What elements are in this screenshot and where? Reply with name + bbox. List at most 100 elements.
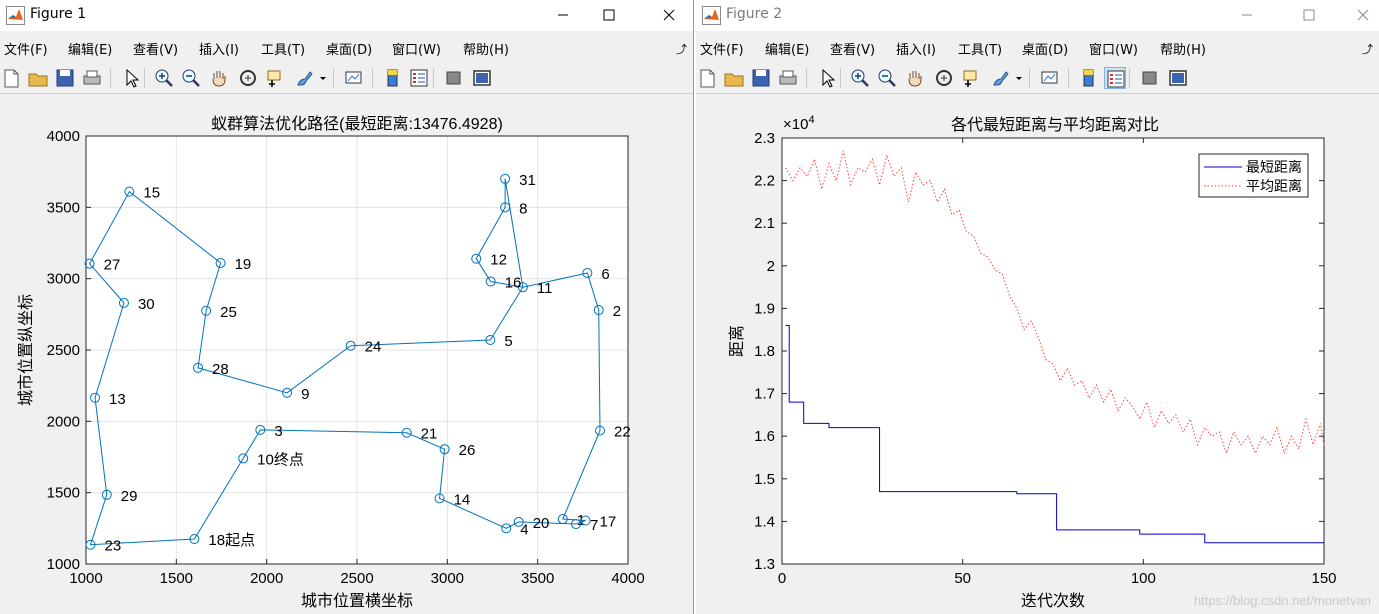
y-exponent-label: ×104 — [783, 114, 815, 133]
y-axis-label: 城市位置纵坐标 — [16, 294, 35, 406]
close-button[interactable] — [646, 0, 692, 31]
city-marker — [401, 427, 412, 438]
rotate-icon — [936, 70, 952, 86]
hide-plot-tools-tool-button[interactable] — [1139, 67, 1161, 89]
colorbar-tool-button[interactable] — [382, 67, 404, 89]
x-tick-label: 3000 — [431, 570, 464, 587]
rotate-tool-button[interactable] — [237, 67, 259, 89]
city-label: 2 — [613, 303, 621, 320]
y-exponent-power: 4 — [808, 114, 814, 126]
minimize-button[interactable] — [540, 0, 586, 31]
new-figure-tool-button[interactable] — [696, 67, 718, 89]
minimize-button[interactable] — [1224, 0, 1270, 31]
menu-tools[interactable]: 工具(T) — [958, 43, 1003, 58]
city-marker — [101, 489, 112, 500]
pan-tool-button[interactable] — [904, 67, 926, 89]
toolbar-separator — [1129, 68, 1130, 88]
toolbar-separator — [333, 68, 334, 88]
zoom-in-tool-button[interactable] — [849, 67, 871, 89]
colorbar-icon — [1083, 69, 1094, 87]
colorbar-tool-button[interactable] — [1078, 67, 1100, 89]
y-tick-label: 2.3 — [754, 130, 775, 147]
brush-dropdown-button[interactable] — [318, 67, 328, 89]
toolbar-separator — [433, 68, 434, 88]
print-tool-button[interactable] — [81, 67, 103, 89]
menu-file[interactable]: 文件(F) — [700, 43, 744, 58]
distance-chart: 0 50 100 150 1.3 1.4 1.5 1.6 1.7 1.8 1.9 2 2.1 2.2 2.3… — [727, 114, 1337, 610]
menu-desktop[interactable]: 桌面(D) — [326, 43, 373, 58]
data-cursor-icon — [963, 70, 977, 87]
menu-insert[interactable]: 插入(I) — [896, 43, 936, 58]
menu-help[interactable]: 帮助(H) — [1160, 43, 1206, 58]
y-tick-label: 1.3 — [754, 556, 775, 573]
axes-box — [781, 137, 1325, 565]
link-plot-tool-button[interactable] — [343, 67, 365, 89]
save-tool-button[interactable] — [750, 67, 772, 89]
menu-edit[interactable]: 编辑(E) — [765, 43, 810, 58]
maximize-button[interactable] — [586, 0, 632, 31]
new-figure-tool-button[interactable] — [0, 67, 22, 89]
y-tick-label: 2.2 — [754, 173, 775, 190]
menu-insert[interactable]: 插入(I) — [199, 43, 239, 58]
y-tick-label: 1.4 — [754, 513, 775, 530]
brush-tool-button[interactable] — [294, 67, 316, 89]
toolbar-separator — [1029, 68, 1030, 88]
open-file-tool-button[interactable] — [27, 67, 49, 89]
city-marker — [557, 514, 568, 525]
hide-plot-tools-tool-button[interactable] — [443, 67, 465, 89]
pan-tool-button[interactable] — [208, 67, 230, 89]
new-figure-icon — [700, 69, 715, 88]
y-tick-label: 1.6 — [754, 428, 775, 445]
toolbar-separator — [110, 68, 111, 88]
show-plot-tools-tool-button[interactable] — [1167, 67, 1189, 89]
menu-window[interactable]: 窗口(W) — [1089, 43, 1138, 58]
pointer-tool-button[interactable] — [120, 67, 142, 89]
save-tool-button[interactable] — [54, 67, 76, 89]
save-icon — [752, 69, 770, 87]
y-tick-label: 2500 — [47, 342, 80, 359]
dock-arrow-icon[interactable]: ⤴ — [1362, 43, 1373, 56]
pointer-icon — [126, 68, 140, 88]
city-label: 27 — [104, 257, 121, 274]
city-label: 31 — [519, 172, 536, 189]
close-icon — [663, 9, 675, 21]
menu-view[interactable]: 查看(V) — [830, 43, 876, 58]
hide-plot-tools-icon — [1142, 71, 1157, 85]
brush-tool-button[interactable] — [990, 67, 1012, 89]
city-marker — [345, 340, 356, 351]
menu-edit[interactable]: 编辑(E) — [68, 43, 113, 58]
link-plot-tool-button[interactable] — [1039, 67, 1061, 89]
legend-tool-button[interactable] — [408, 67, 430, 89]
zoom-in-icon — [851, 69, 869, 87]
show-plot-tools-tool-button[interactable] — [471, 67, 493, 89]
rotate-tool-button[interactable] — [933, 67, 955, 89]
menu-bar: 文件(F) 编辑(E) 查看(V) 插入(I) 工具(T) 桌面(D) 窗口(W… — [0, 33, 693, 61]
legend-tool-button[interactable] — [1104, 67, 1126, 89]
chevron-down-icon — [320, 77, 326, 80]
menu-view[interactable]: 查看(V) — [133, 43, 179, 58]
pointer-tool-button[interactable] — [816, 67, 838, 89]
zoom-out-tool-button[interactable] — [180, 67, 202, 89]
open-file-tool-button[interactable] — [723, 67, 745, 89]
menu-help[interactable]: 帮助(H) — [463, 43, 509, 58]
y-tick-label: 1500 — [47, 485, 80, 502]
print-tool-button[interactable] — [777, 67, 799, 89]
city-label: 6 — [601, 266, 609, 283]
menu-window[interactable]: 窗口(W) — [392, 43, 441, 58]
data-cursor-tool-button[interactable] — [960, 67, 982, 89]
maximize-button[interactable] — [1286, 0, 1332, 31]
close-button[interactable] — [1340, 0, 1379, 31]
data-cursor-tool-button[interactable] — [264, 67, 286, 89]
zoom-out-tool-button[interactable] — [876, 67, 898, 89]
data-cursor-icon — [267, 70, 281, 87]
city-marker — [500, 202, 511, 213]
menu-tools[interactable]: 工具(T) — [261, 43, 306, 58]
route-chart: 1000 1500 2000 2500 3000 3500 4000 1000 1500 2000… — [16, 114, 645, 610]
menu-desktop[interactable]: 桌面(D) — [1022, 43, 1069, 58]
menu-file[interactable]: 文件(F) — [4, 43, 48, 58]
dock-arrow-icon[interactable]: ⤴ — [676, 43, 687, 56]
average-distance-line — [785, 150, 1325, 455]
zoom-in-tool-button[interactable] — [153, 67, 175, 89]
brush-dropdown-button[interactable] — [1014, 67, 1024, 89]
city-marker — [439, 444, 450, 455]
